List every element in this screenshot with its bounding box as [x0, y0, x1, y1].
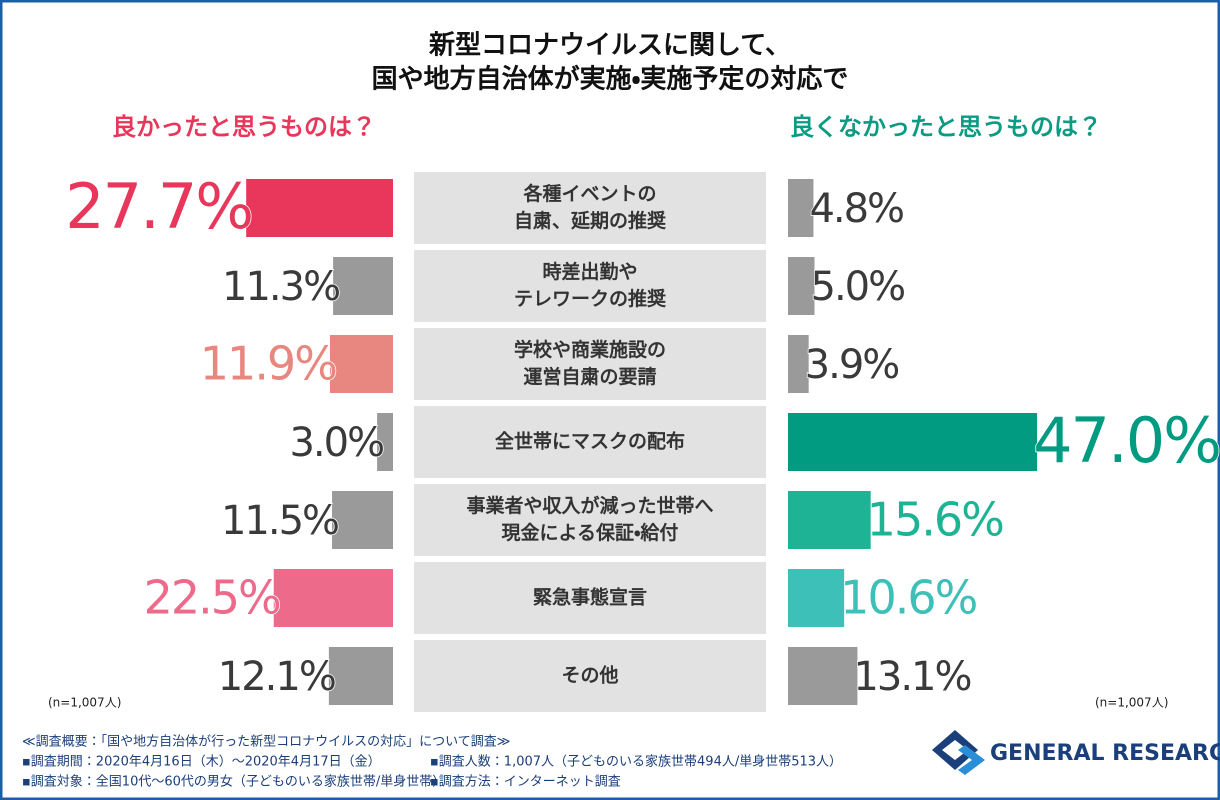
value-label: 11.3% — [222, 264, 339, 310]
bar — [788, 335, 809, 393]
value-label: 47.0% — [1033, 404, 1220, 477]
bar — [788, 491, 871, 549]
series-heading: 良くなかったと思うものは？ — [790, 113, 1102, 141]
category-label: 学校や商業施設の — [514, 338, 666, 361]
value-label: 12.1% — [218, 654, 335, 700]
category-panel — [414, 484, 766, 556]
value-label: 5.0% — [811, 264, 905, 310]
category-panel — [414, 172, 766, 244]
category-label: 現金による保証・給付 — [502, 521, 679, 544]
value-label: 10.6% — [840, 571, 976, 625]
bar — [788, 257, 815, 315]
bar — [246, 179, 393, 237]
category-label: 自粛、延期の推奨 — [514, 209, 667, 232]
category-label: 各種イベントの — [522, 182, 656, 205]
value-label: 13.1% — [853, 654, 970, 700]
footer-note: ▪調査期間：2020年4月16日（木）～2020年4月17日（金） — [22, 755, 381, 770]
footer-note: ▪調査対象：全国10代～60代の男女（子どものいる家族世帯/単身世帯） — [22, 774, 445, 790]
category-label: その他 — [561, 664, 618, 687]
value-label: 27.7% — [65, 170, 252, 243]
bar — [377, 413, 393, 471]
value-label: 22.5% — [144, 571, 280, 625]
bar — [332, 491, 393, 549]
bar — [788, 179, 814, 237]
bar — [329, 335, 393, 393]
bar — [328, 647, 393, 705]
value-label: 15.6% — [867, 493, 1003, 547]
value-label: 11.9% — [200, 337, 336, 391]
value-label: 3.9% — [805, 342, 899, 388]
footer-note: ▪調査方法：インターネット調査 — [430, 774, 621, 790]
value-label: 11.5% — [221, 498, 338, 544]
logo-text: GENERAL RESEARCH — [990, 741, 1220, 766]
chart-title: 国や地方自治体が実施・実施予定の対応で — [372, 64, 849, 95]
category-panel — [414, 250, 766, 322]
bar — [333, 257, 393, 315]
sample-size: (n=1,007人) — [48, 696, 121, 710]
logo-icon — [932, 730, 985, 775]
category-panel — [414, 562, 766, 634]
chart-title: 新型コロナウイルスに関して、 — [428, 31, 791, 61]
category-label: 運営自粛の要請 — [523, 365, 656, 388]
sample-size: (n=1,007人) — [1095, 696, 1168, 710]
category-label: テレワークの推奨 — [514, 287, 667, 310]
category-label: 時差出勤や — [542, 260, 637, 283]
bar — [788, 647, 858, 705]
bar — [788, 569, 845, 627]
category-panel — [414, 406, 766, 478]
value-label: 4.8% — [809, 186, 903, 232]
footer-note: ▪調査人数：1,007人（子どものいる家族世帯494人/単身世帯513人） — [430, 754, 842, 770]
series-heading: 良かったと思うものは？ — [112, 113, 376, 141]
bar — [273, 569, 393, 627]
value-label: 3.0% — [289, 420, 383, 466]
category-label: 緊急事態宣言 — [533, 586, 647, 609]
category-label: 事業者や収入が減った世帯へ — [466, 494, 713, 517]
category-panel — [414, 640, 766, 712]
footer-note: ≪調査概要：「国や地方自治体が行った新型コロナウイルスの対応」について調査≫ — [22, 734, 510, 750]
category-label: 全世帯にマスクの配布 — [495, 430, 685, 453]
category-panel — [414, 328, 766, 400]
bar — [788, 413, 1038, 471]
